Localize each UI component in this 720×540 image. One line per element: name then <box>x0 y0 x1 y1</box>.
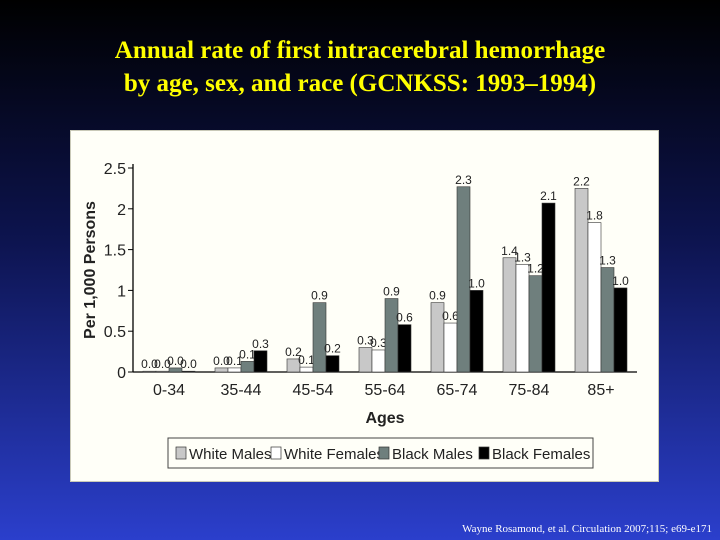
data-label: 0.3 <box>252 337 269 351</box>
bar <box>397 324 412 373</box>
data-label: 1.0 <box>612 274 629 288</box>
bar <box>312 302 327 373</box>
bar <box>142 370 157 373</box>
slide-title-line-2: by age, sex, and race (GCNKSS: 1993–1994… <box>123 70 597 97</box>
data-label: 0.0 <box>141 357 158 371</box>
y-tick-label: 2 <box>117 202 126 219</box>
y-tick-label: 0.5 <box>104 324 126 341</box>
data-label: 0.9 <box>429 289 446 303</box>
bar <box>253 350 268 373</box>
data-label: 0.1 <box>298 353 315 367</box>
y-axis-title: Per 1,000 Persons <box>82 201 99 339</box>
bar <box>515 263 530 373</box>
y-tick-label: 1 <box>117 283 126 300</box>
bar <box>181 370 196 373</box>
data-label: 0.3 <box>370 336 387 350</box>
bar <box>502 257 517 373</box>
bar <box>240 361 255 373</box>
slide-title: Annual rate of first intracerebral hemor… <box>0 34 720 100</box>
legend-label: White Females <box>284 446 384 463</box>
data-label: 0.1 <box>226 354 243 368</box>
slide-title-line-1: Annual rate of first intracerebral hemor… <box>114 37 606 64</box>
data-label: 0.9 <box>311 289 328 303</box>
data-label: 1.2 <box>527 262 544 276</box>
bar <box>456 186 471 373</box>
legend-label: White Males <box>189 446 272 463</box>
data-label: 0.3 <box>357 334 374 348</box>
x-tick-label: 85+ <box>587 382 614 399</box>
x-tick-label: 65-74 <box>437 382 478 399</box>
x-tick-label: 0-34 <box>153 382 185 399</box>
bar <box>541 202 556 373</box>
data-label: 0.1 <box>239 347 256 361</box>
bar <box>613 287 628 373</box>
chart-panel: 0 0.5 1 1.5 2 2.5 Per 1,000 Persons 0.0 0.0 0.0 0.… <box>70 130 659 482</box>
bar <box>443 322 458 373</box>
data-label: 1.3 <box>599 254 616 268</box>
data-label: 0.0 <box>154 357 171 371</box>
bar <box>227 367 242 373</box>
bar <box>469 290 484 373</box>
data-label: 0.6 <box>396 311 413 325</box>
bar <box>528 275 543 373</box>
y-tick-label: 2.5 <box>104 161 126 178</box>
x-tick-label: 75-84 <box>509 382 550 399</box>
data-label: 2.3 <box>455 173 472 187</box>
data-label: 0.0 <box>180 357 197 371</box>
citation: Wayne Rosamond, et al. Circulation 2007;… <box>462 523 712 535</box>
legend-label: Black Females <box>492 446 590 463</box>
x-axis-title: Ages <box>365 410 404 427</box>
y-tick-label: 1.5 <box>104 243 126 260</box>
data-label: 2.2 <box>573 174 590 188</box>
legend-swatch <box>270 446 282 460</box>
bar <box>325 355 340 373</box>
data-label: 0.9 <box>383 285 400 299</box>
bar <box>155 370 170 373</box>
data-label: 0.2 <box>324 342 341 356</box>
bar <box>299 366 314 373</box>
bar <box>214 367 229 373</box>
data-label: 0.2 <box>285 345 302 359</box>
bar <box>371 349 386 373</box>
data-label: 0.0 <box>167 354 184 368</box>
data-label: 2.1 <box>540 189 557 203</box>
legend-swatch <box>478 446 490 460</box>
x-tick-label: 35-44 <box>221 382 262 399</box>
x-tick-label: 55-64 <box>365 382 406 399</box>
data-label: 1.8 <box>586 209 603 223</box>
x-tick-label: 45-54 <box>293 382 334 399</box>
bar <box>168 367 183 373</box>
legend-label: Black Males <box>392 446 473 463</box>
bar <box>384 298 399 373</box>
data-label: 1.4 <box>501 244 518 258</box>
data-label: 0.0 <box>213 354 230 368</box>
legend-swatch <box>175 446 187 460</box>
data-label: 1.3 <box>514 250 531 264</box>
bar <box>286 358 301 373</box>
data-label: 1.0 <box>468 276 485 290</box>
bar <box>358 347 373 373</box>
y-tick-label: 0 <box>117 365 126 382</box>
bar <box>587 222 602 373</box>
legend-swatch <box>378 446 390 460</box>
data-label: 0.6 <box>442 309 459 323</box>
